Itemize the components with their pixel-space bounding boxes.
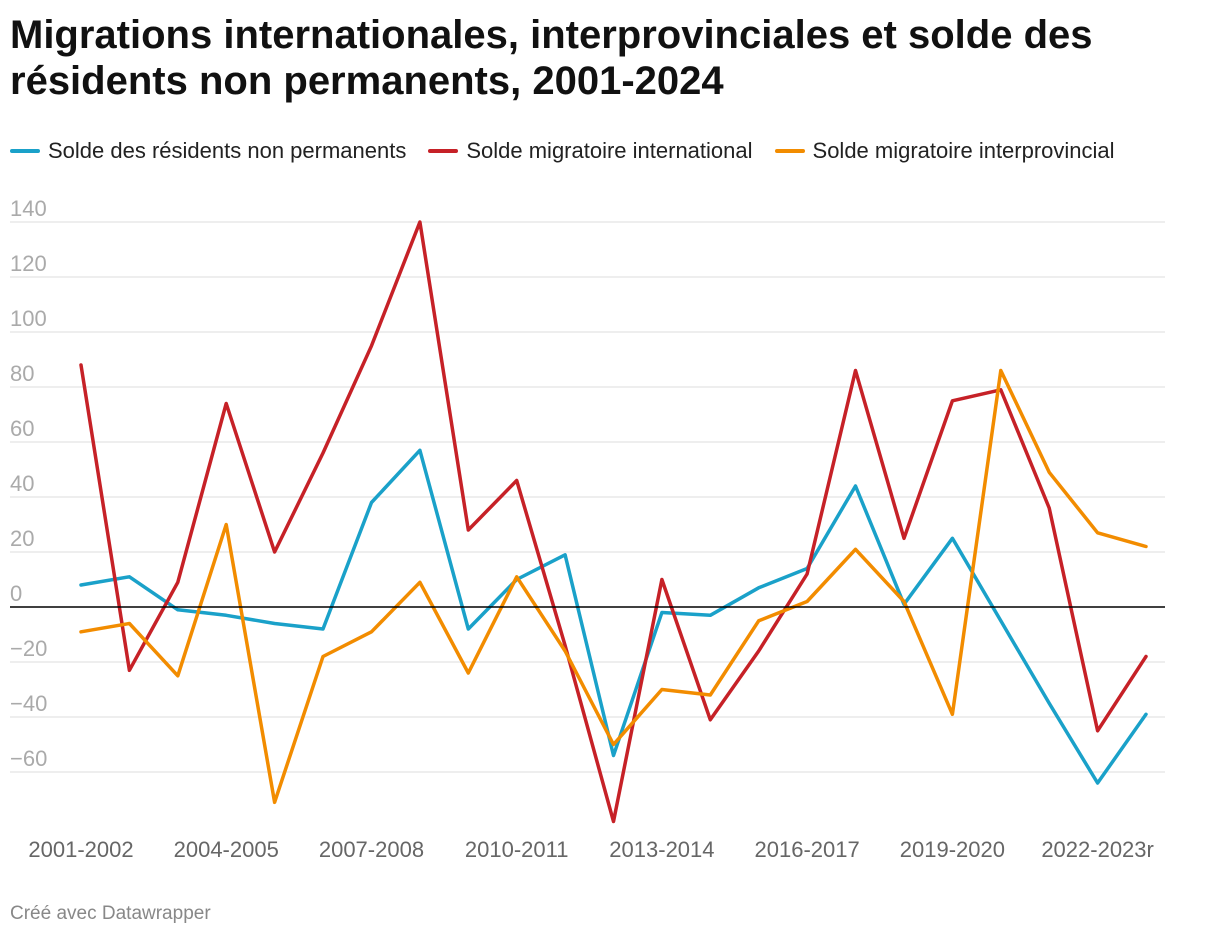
y-tick-label: 120 [10, 251, 47, 276]
chart-legend: Solde des résidents non permanents Solde… [10, 136, 1137, 166]
x-tick-label: 2022-2023r [1041, 837, 1154, 862]
x-tick-label: 2010-2011 [465, 837, 569, 862]
y-tick-label: 40 [10, 471, 34, 496]
legend-swatch-npr [10, 149, 40, 153]
series-line-international [79, 220, 1148, 824]
x-tick-label: 2004-2005 [174, 837, 279, 862]
x-tick-label: 2016-2017 [755, 837, 860, 862]
y-tick-label: −20 [10, 636, 47, 661]
chart-title: Migrations internationales, interprovinc… [10, 13, 1093, 103]
y-tick-label: 60 [10, 416, 34, 441]
y-tick-label: 0 [10, 581, 22, 606]
y-tick-label: 80 [10, 361, 34, 386]
legend-item-npr: Solde des résidents non permanents [10, 138, 406, 164]
credit-footer: Créé avec Datawrapper [10, 903, 211, 924]
x-tick-label: 2019-2020 [900, 837, 1005, 862]
y-axis-ticks: −60 −40 −20 0 20 40 60 80 100 120 140 [10, 196, 47, 771]
x-tick-label: 2007-2008 [319, 837, 424, 862]
series-layer [10, 220, 1165, 824]
legend-swatch-interprovincial [774, 149, 805, 153]
x-tick-label: 2013-2014 [609, 837, 714, 862]
y-tick-label: 140 [10, 196, 47, 221]
y-tick-label: 100 [10, 306, 47, 331]
y-tick-label: −60 [10, 746, 47, 771]
x-axis-ticks: 2001-2002 2004-2005 2007-2008 2010-2011 2013… [28, 837, 1153, 862]
legend-item-international: Solde migratoire international [428, 138, 753, 164]
legend-label-interprovincial: Solde migratoire interprovincial [812, 138, 1115, 163]
series-line-npr [79, 448, 1148, 785]
series-line-interprovincial [79, 368, 1148, 805]
legend-label-npr: Solde des résidents non permanents [48, 138, 407, 163]
grid-layer [10, 221, 1165, 773]
y-tick-label: −40 [10, 691, 47, 716]
y-tick-label: 20 [10, 526, 34, 551]
legend-item-interprovincial: Solde migratoire interprovincial [774, 138, 1115, 164]
x-tick-label: 2001-2002 [28, 837, 133, 862]
legend-label-international: Solde migratoire international [466, 138, 753, 163]
legend-swatch-international [428, 149, 459, 153]
